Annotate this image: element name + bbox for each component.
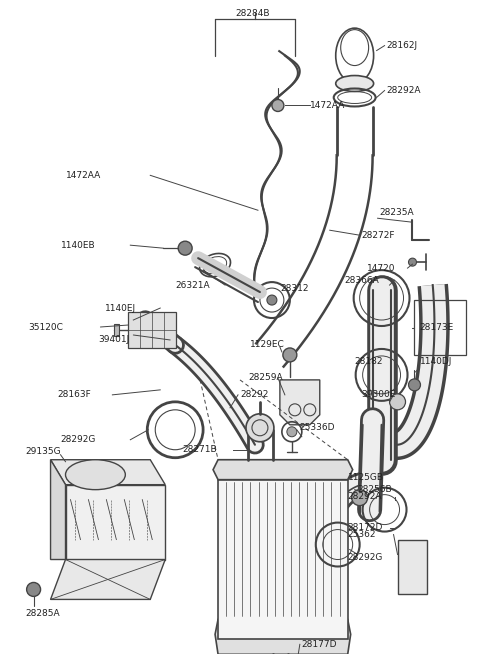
Bar [397, 540, 428, 595]
Text: 28366A: 28366A [345, 276, 380, 285]
Circle shape [408, 379, 420, 391]
Text: 28162J: 28162J [386, 41, 418, 50]
Text: 14720: 14720 [367, 263, 395, 272]
Text: 28173E: 28173E [420, 324, 454, 333]
Text: 28292A: 28292A [386, 86, 421, 95]
Circle shape [26, 582, 41, 597]
Circle shape [283, 348, 297, 362]
Polygon shape [213, 460, 353, 479]
Circle shape [178, 241, 192, 255]
Text: 1140DJ: 1140DJ [420, 358, 452, 366]
Text: 25362: 25362 [348, 530, 376, 539]
Text: 28272F: 28272F [361, 231, 395, 240]
Polygon shape [50, 460, 65, 559]
Text: 28163F: 28163F [58, 390, 91, 400]
Text: 1472AA: 1472AA [65, 171, 101, 180]
Polygon shape [215, 620, 351, 654]
Bar [218, 479, 348, 639]
Text: 28292G: 28292G [348, 553, 383, 562]
Text: 25336D: 25336D [300, 423, 336, 432]
Text: 28292A: 28292A [348, 492, 382, 501]
Circle shape [272, 100, 284, 111]
Text: 28235A: 28235A [380, 208, 414, 217]
Circle shape [287, 427, 297, 437]
Text: 35120C: 35120C [29, 322, 63, 331]
Bar [114, 324, 120, 336]
Text: 28292: 28292 [240, 390, 268, 400]
Polygon shape [65, 485, 165, 559]
Text: 28259A: 28259A [248, 373, 283, 383]
Text: 28177D: 28177D [302, 640, 337, 649]
Text: 28284B: 28284B [235, 9, 269, 18]
Text: 28285A: 28285A [25, 609, 60, 618]
Text: 39401J: 39401J [98, 335, 130, 345]
Circle shape [267, 295, 277, 305]
Text: 1140EJ: 1140EJ [106, 303, 136, 312]
Text: 28182: 28182 [355, 358, 383, 366]
Circle shape [408, 258, 417, 266]
Text: 1129EC: 1129EC [250, 341, 285, 350]
Text: 29135G: 29135G [25, 447, 61, 457]
Polygon shape [50, 460, 165, 485]
Text: 28292G: 28292G [60, 436, 96, 444]
Text: 1472AA: 1472AA [310, 101, 345, 110]
Circle shape [390, 394, 406, 410]
Polygon shape [280, 380, 320, 425]
Polygon shape [50, 559, 165, 599]
Circle shape [352, 490, 368, 506]
Text: 26321A: 26321A [175, 280, 210, 290]
Text: 1125GB: 1125GB [348, 473, 384, 482]
Text: 28256B: 28256B [358, 485, 392, 494]
Text: 28172D: 28172D [348, 523, 383, 532]
Text: 28271B: 28271B [182, 445, 217, 454]
Circle shape [246, 414, 274, 441]
Ellipse shape [65, 460, 125, 490]
Ellipse shape [336, 75, 373, 92]
Text: 39300E: 39300E [361, 390, 396, 400]
Bar [415, 300, 467, 355]
Bar [128, 312, 176, 348]
Text: 1140EB: 1140EB [60, 240, 95, 250]
Text: 28312: 28312 [280, 284, 308, 293]
